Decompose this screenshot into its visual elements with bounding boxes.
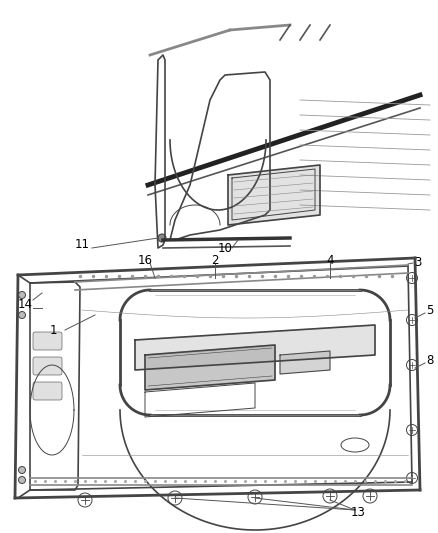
Circle shape [406, 424, 417, 435]
Polygon shape [135, 325, 375, 370]
Circle shape [406, 359, 417, 370]
FancyBboxPatch shape [33, 332, 62, 350]
Circle shape [18, 311, 25, 319]
Circle shape [406, 472, 417, 483]
Circle shape [363, 489, 377, 503]
Circle shape [18, 292, 25, 298]
Text: 11: 11 [74, 238, 89, 252]
Polygon shape [145, 345, 275, 390]
Text: 13: 13 [350, 505, 365, 519]
Polygon shape [228, 165, 320, 225]
Polygon shape [280, 351, 330, 374]
Text: 2: 2 [211, 254, 219, 266]
Circle shape [78, 493, 92, 507]
Circle shape [323, 489, 337, 503]
Text: 8: 8 [426, 353, 434, 367]
Circle shape [406, 272, 417, 284]
Text: 10: 10 [218, 241, 233, 254]
Ellipse shape [341, 438, 369, 452]
Text: 4: 4 [326, 254, 334, 266]
Circle shape [406, 314, 417, 326]
Circle shape [18, 477, 25, 483]
Text: 16: 16 [138, 254, 152, 266]
FancyBboxPatch shape [33, 382, 62, 400]
Circle shape [248, 490, 262, 504]
Text: 1: 1 [49, 324, 57, 336]
Text: 5: 5 [426, 303, 434, 317]
Circle shape [18, 466, 25, 473]
FancyBboxPatch shape [33, 357, 62, 375]
Text: 3: 3 [414, 256, 422, 270]
Text: 14: 14 [18, 298, 32, 311]
Circle shape [168, 491, 182, 505]
Circle shape [158, 234, 166, 242]
